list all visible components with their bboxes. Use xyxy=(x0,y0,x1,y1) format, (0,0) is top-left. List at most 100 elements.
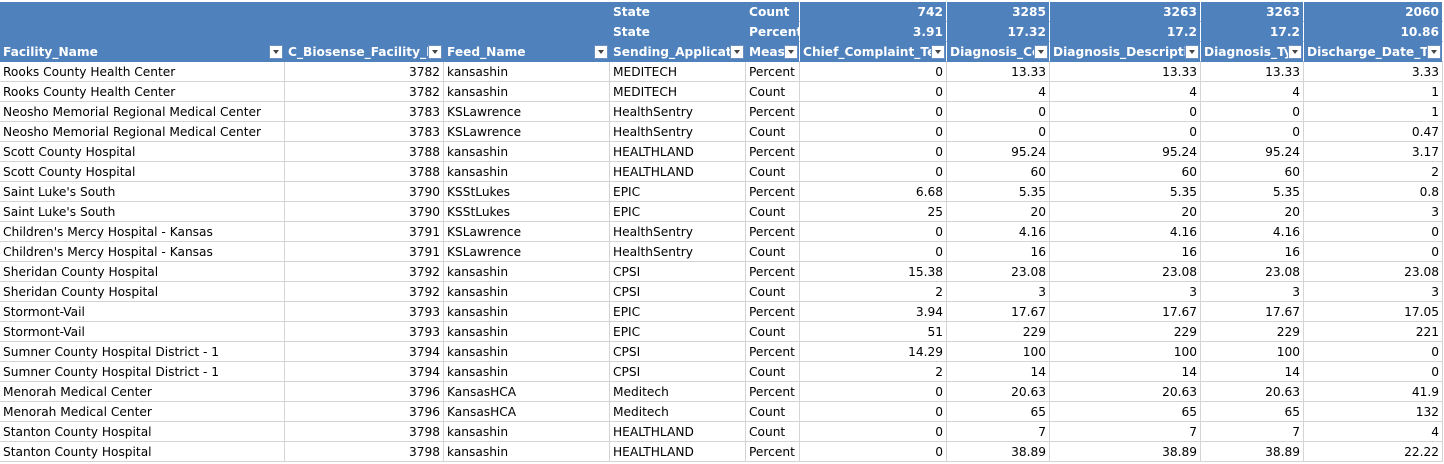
table-cell[interactable]: 20 xyxy=(1050,202,1201,222)
table-cell[interactable]: KSStLukes xyxy=(444,202,610,222)
table-cell[interactable]: 0.47 xyxy=(1304,122,1443,142)
filter-dropdown-icon[interactable] xyxy=(1288,45,1302,59)
table-cell[interactable]: HEALTHLAND xyxy=(610,442,746,462)
table-cell[interactable]: Menorah Medical Center xyxy=(0,402,285,422)
table-cell[interactable]: 221 xyxy=(1304,322,1443,342)
table-cell[interactable]: Scott County Hospital xyxy=(0,162,285,182)
column-header[interactable]: C_Biosense_Facility_ID xyxy=(285,42,444,62)
table-cell[interactable]: Sumner County Hospital District - 1 xyxy=(0,362,285,382)
column-header[interactable]: Chief_Complaint_Te xyxy=(800,42,947,62)
table-cell[interactable]: 229 xyxy=(1201,322,1304,342)
table-cell[interactable]: 20.63 xyxy=(1050,382,1201,402)
table-cell[interactable]: 3782 xyxy=(285,82,444,102)
table-cell[interactable]: KansasHCA xyxy=(444,382,610,402)
table-cell[interactable]: Meditech xyxy=(610,402,746,422)
column-header[interactable]: Feed_Name xyxy=(444,42,610,62)
table-cell[interactable]: Percent xyxy=(746,382,800,402)
table-cell[interactable]: kansashin xyxy=(444,302,610,322)
table-cell[interactable]: 0 xyxy=(800,102,947,122)
table-cell[interactable]: CPSI xyxy=(610,282,746,302)
table-cell[interactable]: Count xyxy=(746,362,800,382)
table-cell[interactable]: 0 xyxy=(947,122,1050,142)
table-cell[interactable]: 16 xyxy=(1050,242,1201,262)
table-cell[interactable]: Percent xyxy=(746,262,800,282)
table-cell[interactable]: kansashin xyxy=(444,282,610,302)
filter-dropdown-icon[interactable] xyxy=(931,45,945,59)
table-cell[interactable]: EPIC xyxy=(610,182,746,202)
table-cell[interactable]: Count xyxy=(746,402,800,422)
table-cell[interactable]: 3788 xyxy=(285,142,444,162)
table-cell[interactable]: kansashin xyxy=(444,162,610,182)
table-cell[interactable]: 0 xyxy=(800,122,947,142)
table-cell[interactable]: 0 xyxy=(800,142,947,162)
table-cell[interactable]: 3783 xyxy=(285,102,444,122)
table-cell[interactable]: Stormont-Vail xyxy=(0,322,285,342)
column-header[interactable]: Facility_Name xyxy=(0,42,285,62)
filter-dropdown-icon[interactable] xyxy=(594,45,608,59)
table-cell[interactable]: 38.89 xyxy=(947,442,1050,462)
table-cell[interactable]: 100 xyxy=(1050,342,1201,362)
table-cell[interactable]: Percent xyxy=(746,62,800,82)
filter-dropdown-icon[interactable] xyxy=(784,45,798,59)
table-cell[interactable]: 3794 xyxy=(285,362,444,382)
table-cell[interactable]: 23.08 xyxy=(947,262,1050,282)
table-cell[interactable]: Neosho Memorial Regional Medical Center xyxy=(0,122,285,142)
table-cell[interactable]: 3 xyxy=(1304,282,1443,302)
table-cell[interactable]: 4 xyxy=(1201,82,1304,102)
table-cell[interactable]: 4.16 xyxy=(1201,222,1304,242)
table-cell[interactable]: 132 xyxy=(1304,402,1443,422)
table-cell[interactable]: HealthSentry xyxy=(610,102,746,122)
table-cell[interactable]: 3 xyxy=(1304,202,1443,222)
table-cell[interactable]: 3793 xyxy=(285,302,444,322)
filter-dropdown-icon[interactable] xyxy=(1034,45,1048,59)
filter-dropdown-icon[interactable] xyxy=(1427,45,1441,59)
table-cell[interactable]: Count xyxy=(746,282,800,302)
table-cell[interactable]: 1 xyxy=(1304,82,1443,102)
table-cell[interactable]: 3793 xyxy=(285,322,444,342)
column-header[interactable]: Discharge_Date_Tir xyxy=(1304,42,1443,62)
table-cell[interactable]: 60 xyxy=(1050,162,1201,182)
table-cell[interactable]: kansashin xyxy=(444,422,610,442)
table-cell[interactable]: kansashin xyxy=(444,322,610,342)
table-cell[interactable]: KSLawrence xyxy=(444,102,610,122)
table-cell[interactable]: 0 xyxy=(800,82,947,102)
table-cell[interactable]: Children's Mercy Hospital - Kansas xyxy=(0,242,285,262)
table-cell[interactable]: kansashin xyxy=(444,142,610,162)
table-cell[interactable]: 3788 xyxy=(285,162,444,182)
table-cell[interactable]: 3798 xyxy=(285,442,444,462)
table-cell[interactable]: Children's Mercy Hospital - Kansas xyxy=(0,222,285,242)
table-cell[interactable]: 0 xyxy=(1304,222,1443,242)
table-cell[interactable]: Percent xyxy=(746,142,800,162)
table-cell[interactable]: 60 xyxy=(947,162,1050,182)
table-cell[interactable]: 3782 xyxy=(285,62,444,82)
table-cell[interactable]: 13.33 xyxy=(1201,62,1304,82)
table-cell[interactable]: 3798 xyxy=(285,422,444,442)
table-cell[interactable]: Scott County Hospital xyxy=(0,142,285,162)
table-cell[interactable]: KansasHCA xyxy=(444,402,610,422)
table-cell[interactable]: Stormont-Vail xyxy=(0,302,285,322)
table-cell[interactable]: 22.22 xyxy=(1304,442,1443,462)
table-cell[interactable]: Count xyxy=(746,122,800,142)
table-cell[interactable]: 4.16 xyxy=(947,222,1050,242)
table-cell[interactable]: EPIC xyxy=(610,302,746,322)
table-cell[interactable]: KSLawrence xyxy=(444,122,610,142)
table-cell[interactable]: Percent xyxy=(746,302,800,322)
table-cell[interactable]: HealthSentry xyxy=(610,122,746,142)
table-cell[interactable]: HEALTHLAND xyxy=(610,142,746,162)
table-cell[interactable]: HealthSentry xyxy=(610,222,746,242)
table-cell[interactable]: KSStLukes xyxy=(444,182,610,202)
table-cell[interactable]: HEALTHLAND xyxy=(610,162,746,182)
table-cell[interactable]: Count xyxy=(746,162,800,182)
table-cell[interactable]: 23.08 xyxy=(1201,262,1304,282)
filter-dropdown-icon[interactable] xyxy=(269,45,283,59)
table-cell[interactable]: 5.35 xyxy=(1050,182,1201,202)
table-cell[interactable]: 0 xyxy=(1304,342,1443,362)
table-cell[interactable]: Sheridan County Hospital xyxy=(0,262,285,282)
table-cell[interactable]: 3783 xyxy=(285,122,444,142)
table-cell[interactable]: 20.63 xyxy=(1201,382,1304,402)
table-cell[interactable]: HEALTHLAND xyxy=(610,422,746,442)
table-cell[interactable]: 51 xyxy=(800,322,947,342)
table-cell[interactable]: kansashin xyxy=(444,362,610,382)
table-cell[interactable]: 3 xyxy=(947,282,1050,302)
table-cell[interactable]: 0 xyxy=(800,222,947,242)
